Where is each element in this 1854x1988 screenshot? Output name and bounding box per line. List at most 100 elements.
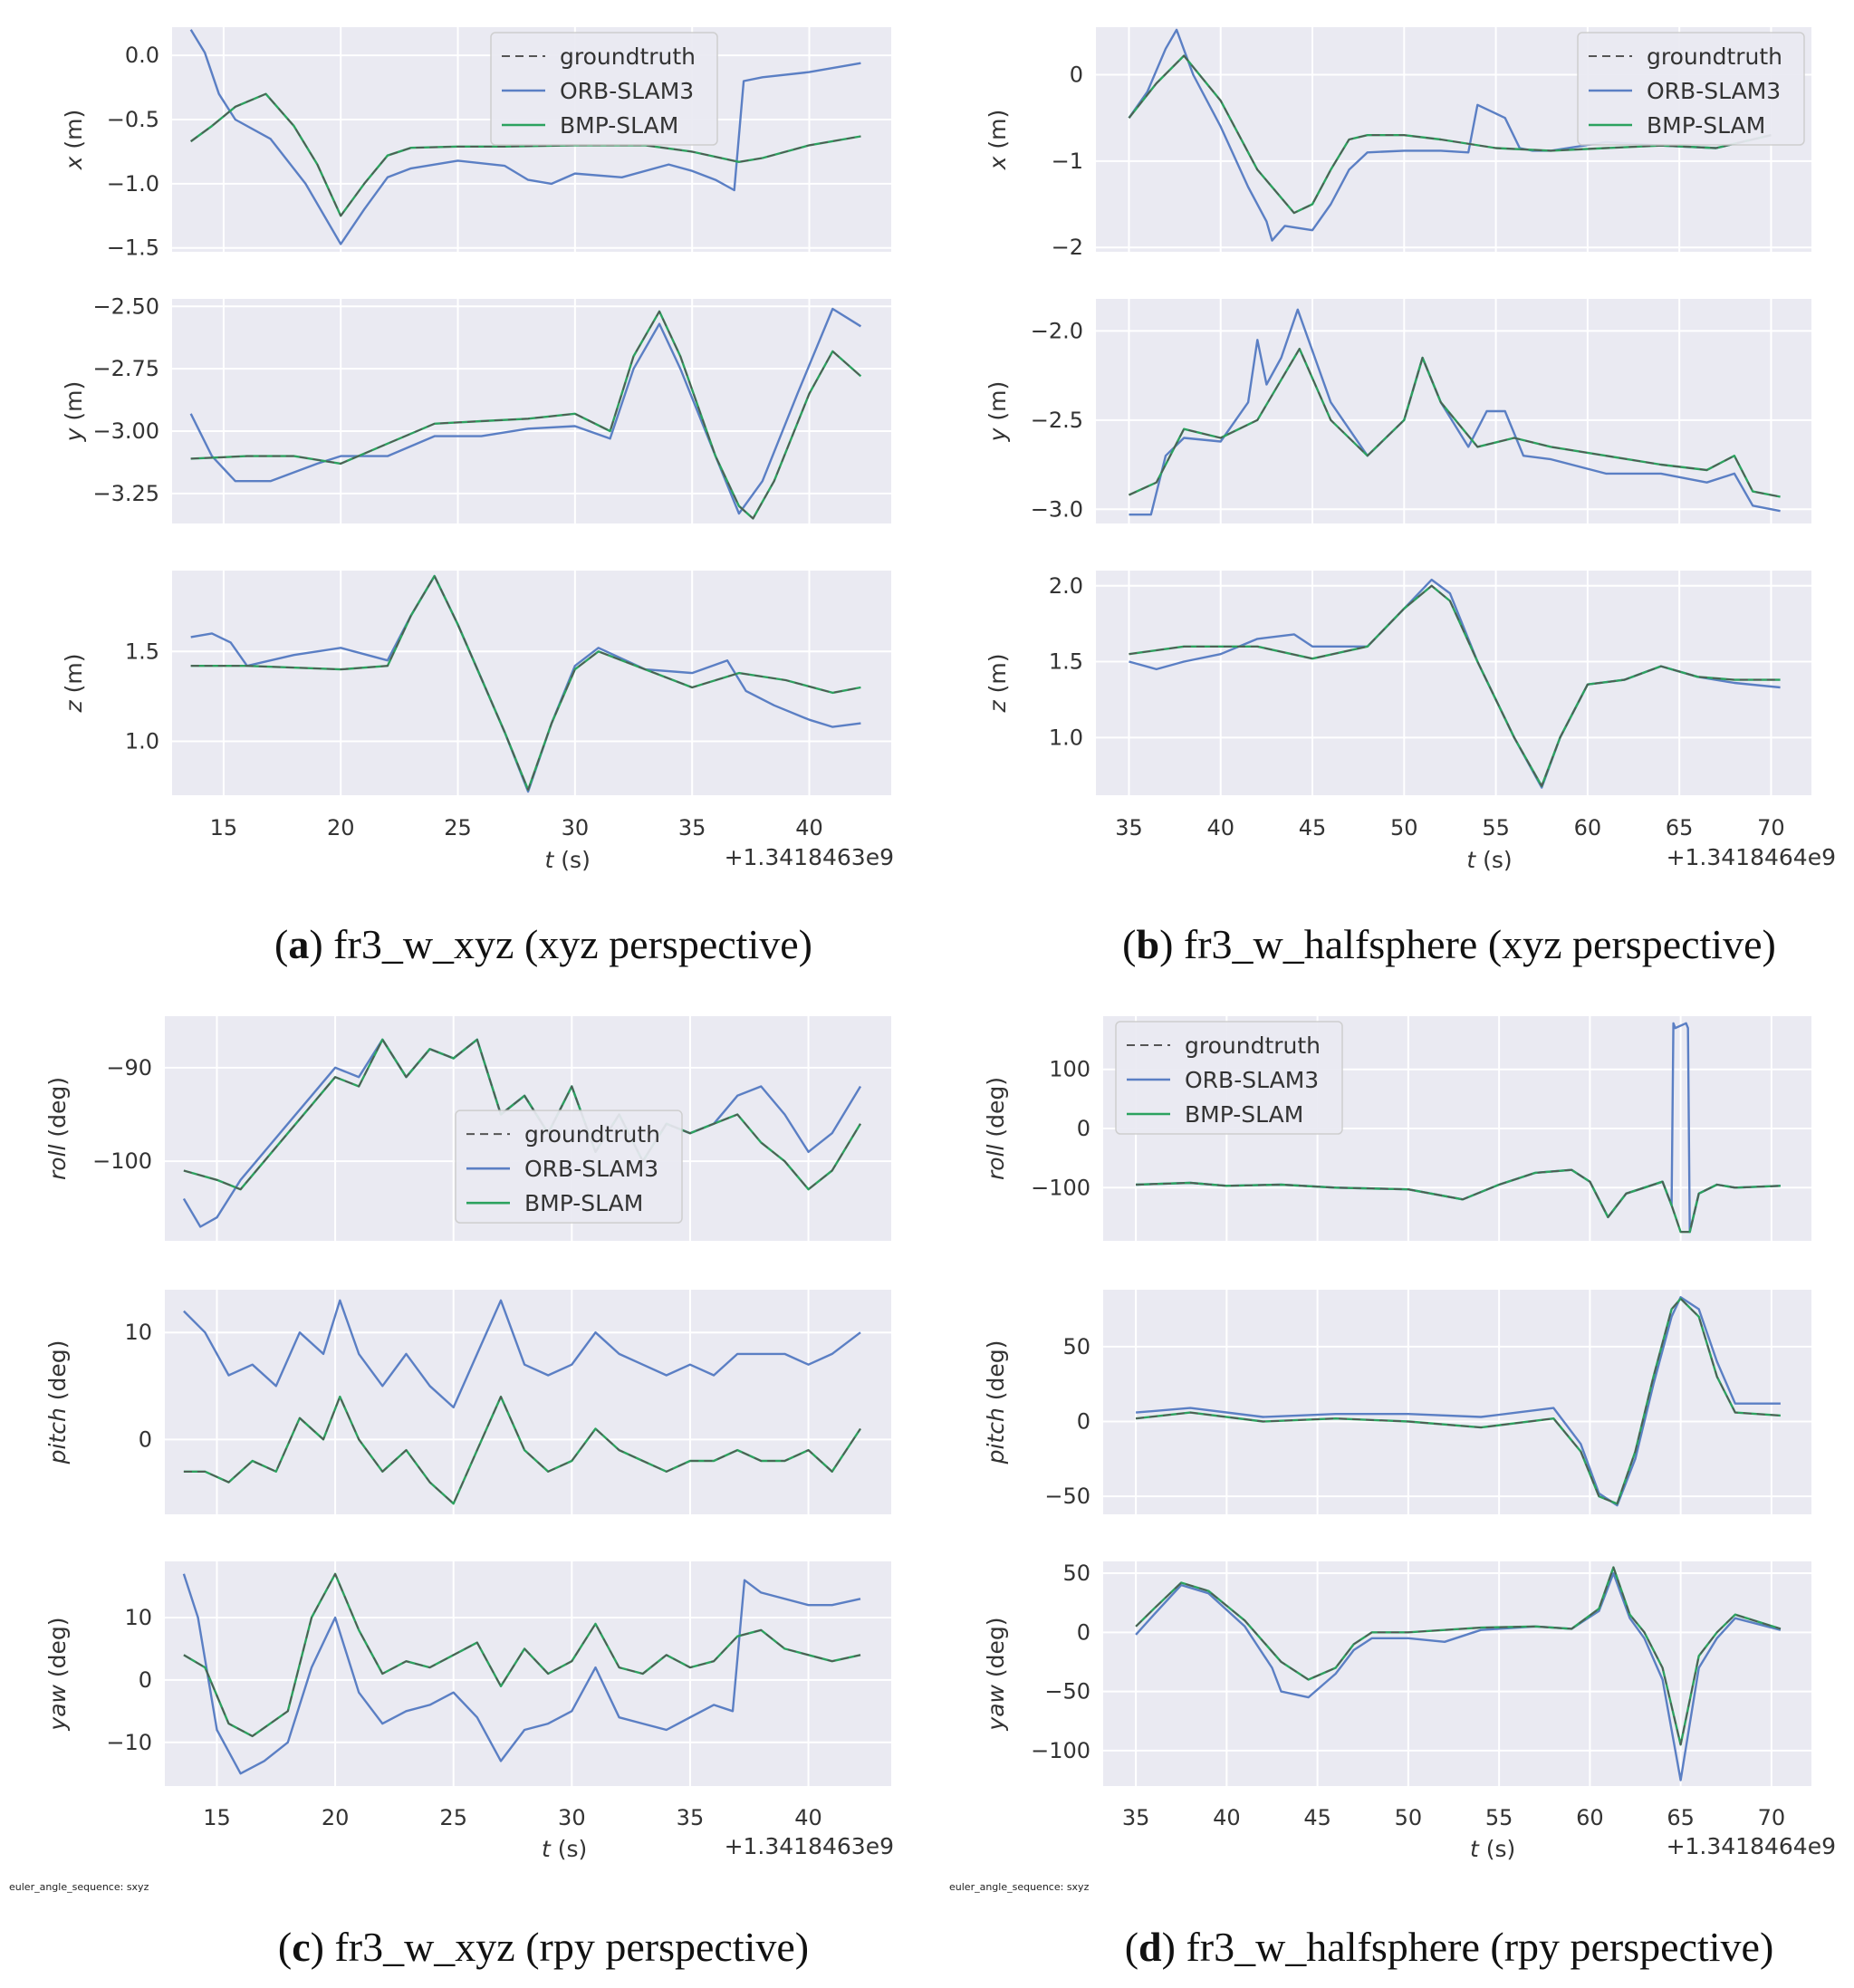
panel-a-z-ylabel: z (m) [61, 654, 87, 714]
panel-a-y-series-bmp-slam [190, 310, 862, 520]
chart-a-xtick-label: 35 [678, 815, 706, 840]
panel-a-x-series-groundtruth [190, 92, 861, 217]
panel-c-pitch-ylabel: pitch (deg) [44, 1340, 71, 1465]
panel-a-y-ytick-label: −2.50 [92, 293, 159, 319]
panel-c-yaw-ytick-label: 10 [124, 1605, 152, 1630]
chart-a-xtick-label: 40 [795, 815, 823, 840]
chart-a-xtick-label: 20 [327, 815, 355, 840]
chart-c-footnote: euler_angle_sequence: sxyz [9, 1881, 149, 1893]
panel-d-roll-legend-label-groundtruth: groundtruth [1185, 1032, 1321, 1059]
panel-b-x-legend-label-bmp-slam: BMP-SLAM [1647, 112, 1765, 139]
chart-b-xlabel: t (s) [1466, 847, 1512, 873]
panel-a-x-ytick-label: −1.5 [107, 235, 159, 261]
panel-c-pitch-ytick-label: 10 [124, 1320, 152, 1345]
chart-b-xtick-label: 55 [1482, 815, 1510, 840]
panel-c-roll-ylabel: roll (deg) [44, 1077, 71, 1180]
chart-d-xlabel: t (s) [1470, 1836, 1515, 1862]
panel-a-z-series-groundtruth [190, 575, 861, 791]
panel-c-yaw-series-groundtruth [183, 1573, 861, 1737]
chart-b-xtick-label: 60 [1574, 815, 1602, 840]
panel-d-pitch-ytick-label: −50 [1044, 1484, 1090, 1509]
panel-c-pitch-series-orb-slam3 [183, 1299, 861, 1409]
panel-b-y-ytick-label: −2.0 [1031, 318, 1083, 343]
panel-b-z-series-groundtruth [1129, 584, 1781, 787]
chart-d-xtick-label: 35 [1122, 1805, 1150, 1830]
chart-a-xtick-label: 25 [444, 815, 472, 840]
chart-c-xtick-label: 20 [322, 1805, 350, 1830]
caption-a: (a) fr3_w_xyz (xyz perspective) [274, 921, 812, 967]
panel-d-pitch-ytick-label: 0 [1077, 1408, 1090, 1434]
panel-c-yaw-ylabel: yaw (deg) [44, 1617, 71, 1731]
chart-b-xtick-label: 35 [1115, 815, 1143, 840]
panel-a-x-ytick-label: 0.0 [125, 43, 159, 68]
panel-a-y-background [172, 299, 891, 523]
panel-b-y-series-groundtruth [1129, 348, 1781, 498]
panel-c-pitch-background [165, 1290, 891, 1514]
chart-c-xtick-label: 35 [677, 1805, 705, 1830]
panel-c-yaw-series-orb-slam3 [182, 1573, 861, 1775]
chart-b-x-offset: +1.3418464e9 [1667, 844, 1836, 870]
caption-b: (b) fr3_w_halfsphere (xyz perspective) [1122, 921, 1776, 967]
panel-a-x-legend-label-groundtruth: groundtruth [560, 43, 696, 70]
chart-a-xlabel: t (s) [545, 847, 591, 873]
panel-d-roll-ytick-label: 100 [1049, 1057, 1090, 1082]
panel-b-x-ytick-label: −1 [1052, 149, 1083, 174]
caption-c: (c) fr3_w_xyz (rpy perspective) [278, 1924, 809, 1970]
caption-d: (d) fr3_w_halfsphere (rpy perspective) [1125, 1924, 1774, 1970]
chart-d-xtick-label: 70 [1758, 1805, 1786, 1830]
panel-c-yaw-background [165, 1561, 891, 1786]
panel-a-x-series-orb-slam3 [189, 29, 861, 245]
panel-b-z-ytick-label: 1.5 [1049, 649, 1083, 675]
chart-b-xtick-label: 70 [1757, 815, 1785, 840]
chart-b-xtick-label: 50 [1390, 815, 1418, 840]
chart-d-x-offset: +1.3418464e9 [1667, 1833, 1836, 1859]
panel-d-roll-series-groundtruth [1136, 1168, 1781, 1233]
panel-d-roll-legend [1115, 1021, 1343, 1135]
panel-d-yaw-ytick-label: −100 [1031, 1738, 1090, 1763]
panel-c-yaw-ytick-label: −10 [106, 1730, 152, 1755]
panel-a-z-background [172, 571, 891, 795]
panel-d-yaw-series-orb-slam3 [1135, 1571, 1782, 1782]
panel-c-yaw-ytick-label: 0 [139, 1667, 152, 1693]
panel-c-roll-legend [455, 1109, 683, 1224]
chart-d-xtick-label: 50 [1395, 1805, 1423, 1830]
panel-a-y-ytick-label: −3.25 [92, 481, 159, 506]
panel-b-y-ylabel: y (m) [985, 381, 1011, 443]
panel-b-y-background [1096, 299, 1811, 523]
panel-b-y-ytick-label: −2.5 [1031, 408, 1083, 433]
panel-c-roll-legend-label-bmp-slam: BMP-SLAM [524, 1190, 643, 1216]
panel-d-pitch-ylabel: pitch (deg) [983, 1340, 1009, 1465]
panel-b-x-legend-label-groundtruth: groundtruth [1647, 43, 1782, 70]
panel-c-pitch-series-groundtruth [183, 1396, 861, 1504]
panel-d-pitch-ytick-label: 50 [1062, 1334, 1090, 1359]
panel-a-x-legend-label-orb-slam3: ORB-SLAM3 [560, 78, 694, 104]
panel-d-yaw-ylabel: yaw (deg) [983, 1617, 1009, 1731]
panel-a-x-ylabel: x (m) [61, 110, 87, 171]
panel-d-yaw-ytick-label: −50 [1044, 1679, 1090, 1705]
panel-a-x-ytick-label: −1.0 [107, 171, 159, 197]
chart-c-xtick-label: 30 [558, 1805, 586, 1830]
panel-d-roll-ylabel: roll (deg) [983, 1077, 1009, 1180]
chart-d-footnote: euler_angle_sequence: sxyz [949, 1881, 1090, 1893]
panel-d-yaw-series-groundtruth [1135, 1566, 1782, 1746]
panel-a-x-ytick-label: −0.5 [107, 107, 159, 132]
chart-b-xtick-label: 65 [1666, 815, 1694, 840]
panel-d-yaw-background [1103, 1561, 1811, 1786]
panel-b-x-series-bmp-slam [1128, 54, 1772, 215]
chart-b-xtick-label: 45 [1299, 815, 1327, 840]
panel-a-y-ytick-label: −3.00 [92, 418, 159, 444]
panel-d-yaw-ytick-label: 0 [1077, 1619, 1090, 1645]
panel-d-pitch-series-groundtruth [1136, 1298, 1781, 1505]
panel-c-pitch-ytick-label: 0 [139, 1426, 152, 1452]
panel-a-z-ytick-label: 1.5 [125, 639, 159, 664]
panel-c-roll-legend-label-orb-slam3: ORB-SLAM3 [524, 1156, 658, 1182]
chart-a-xtick-label: 30 [562, 815, 590, 840]
chart-d-xtick-label: 55 [1485, 1805, 1513, 1830]
panel-b-z-ylabel: z (m) [985, 654, 1011, 714]
panel-d-roll-ytick-label: 0 [1077, 1116, 1090, 1141]
panel-b-z-ytick-label: 2.0 [1049, 573, 1083, 599]
chart-a-xtick-label: 15 [210, 815, 238, 840]
panel-a-y-ytick-label: −2.75 [92, 356, 159, 381]
panel-a-x-legend-label-bmp-slam: BMP-SLAM [560, 112, 678, 139]
